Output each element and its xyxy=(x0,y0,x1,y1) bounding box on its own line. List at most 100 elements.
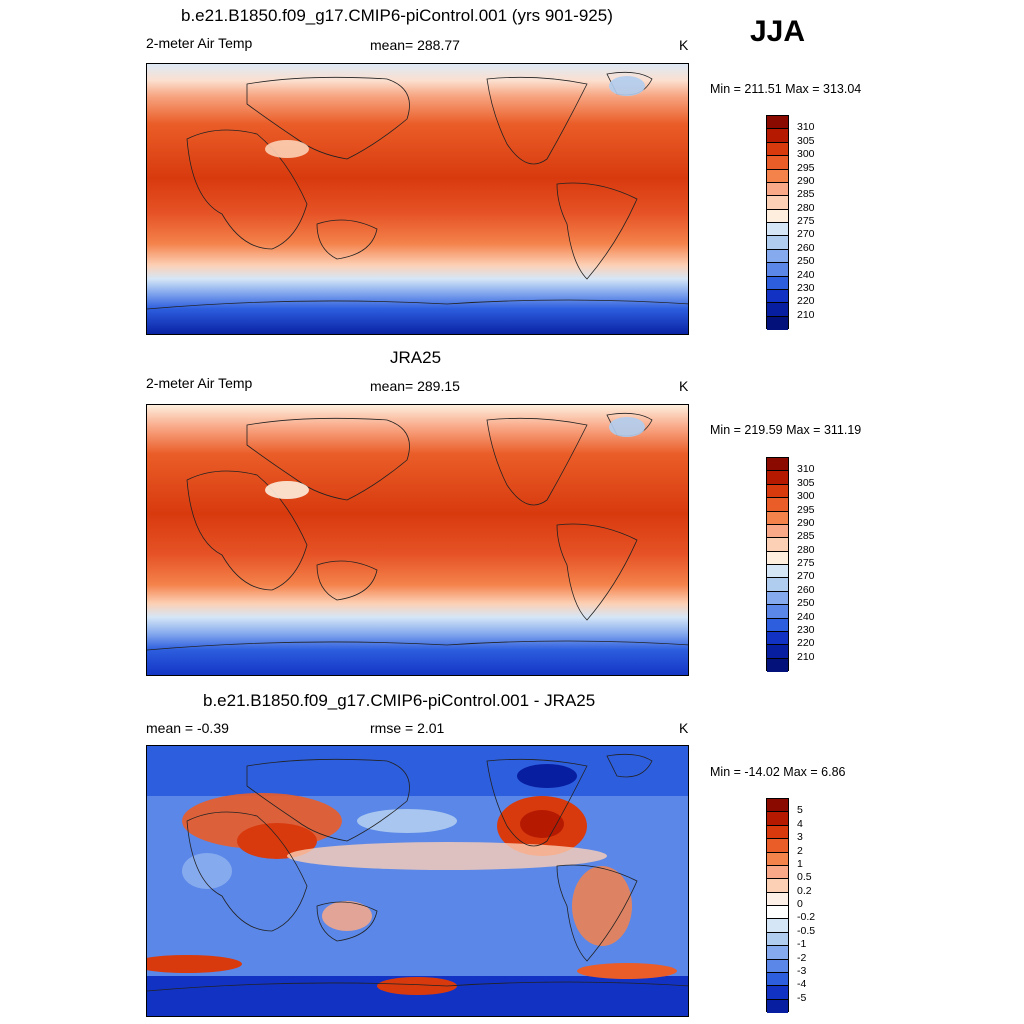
panel3-mean-label: mean = -0.39 xyxy=(146,720,229,736)
colorbar-tick-label: 4 xyxy=(797,817,803,830)
colorbar-tick-label: 230 xyxy=(797,623,815,636)
colorbar-swatch xyxy=(767,565,788,579)
greenland-cold-spot xyxy=(609,76,645,96)
colorbar-tick-label: -4 xyxy=(797,978,807,991)
colorbar-tick-label: 260 xyxy=(797,583,815,596)
panel2-units-label: K xyxy=(679,378,689,394)
colorbar-swatch xyxy=(767,959,788,973)
colorbar-swatch xyxy=(767,276,788,290)
colorbar-tick-label: 300 xyxy=(797,490,815,503)
panel2-minmax-label: Min = 219.59 Max = 311.19 xyxy=(710,423,862,437)
colorbar-swatch xyxy=(767,116,788,130)
colorbar-tick-label: 310 xyxy=(797,463,815,476)
colorbar-swatch xyxy=(767,236,788,250)
colorbar-swatch xyxy=(767,316,788,330)
panel1-units-label: K xyxy=(679,37,689,53)
panel3-units-label: K xyxy=(679,720,689,736)
colorbar-tick-label: 210 xyxy=(797,308,815,321)
colorbar-tick-label: -3 xyxy=(797,964,807,977)
colorbar-tick-label: 305 xyxy=(797,134,815,147)
greenland-cold-spot xyxy=(609,417,645,437)
season-label: JJA xyxy=(750,15,806,48)
colorbar-tick-label: 210 xyxy=(797,650,815,663)
colorbar-swatch xyxy=(767,839,788,853)
land-outlines xyxy=(147,753,688,992)
colorbar-swatch xyxy=(767,142,788,157)
colorbar-tick-label: 240 xyxy=(797,610,815,623)
colorbar-swatch xyxy=(767,946,788,960)
colorbar-tick-label: 2 xyxy=(797,844,803,857)
panel2-mean-label: mean= 289.15 xyxy=(370,378,460,394)
colorbar-swatch xyxy=(767,812,788,826)
colorbar-tick-label: 285 xyxy=(797,530,815,543)
colorbar-swatch xyxy=(767,458,788,472)
colorbar-swatch xyxy=(767,196,788,210)
colorbar-tick-label: -1 xyxy=(797,938,807,951)
panel3-minmax-label: Min = -14.02 Max = 6.86 xyxy=(710,765,846,779)
colorbar-swatch xyxy=(767,631,788,646)
colorbar-tick-label: 305 xyxy=(797,476,815,489)
colorbar-swatch xyxy=(767,906,788,920)
colorbar-tick-label: 0.5 xyxy=(797,871,812,884)
land-outlines xyxy=(147,412,688,651)
panel1-minmax-label: Min = 211.51 Max = 313.04 xyxy=(710,82,862,96)
panel1-variable-label: 2-meter Air Temp xyxy=(146,35,253,51)
colorbar-swatch xyxy=(767,892,788,906)
colorbar-tick-label: 230 xyxy=(797,281,815,294)
panel3-difference-map xyxy=(146,745,689,1017)
colorbar-tick-label: 275 xyxy=(797,215,815,227)
colorbar-tick-label: -2 xyxy=(797,951,807,964)
tibet-cold-spot xyxy=(265,140,309,158)
colorbar-swatch xyxy=(767,825,788,840)
colorbar-tick-label: 310 xyxy=(797,121,815,134)
panel2-reanalysis-map xyxy=(146,404,689,676)
colorbar-swatch xyxy=(767,223,788,237)
colorbar-swatch xyxy=(767,263,788,277)
colorbar-swatch xyxy=(767,986,788,1000)
colorbar-swatch xyxy=(767,484,788,499)
colorbar-swatch xyxy=(767,879,788,893)
colorbar-swatch xyxy=(767,972,788,987)
colorbar-swatch xyxy=(767,551,788,565)
colorbar-swatch xyxy=(767,169,788,183)
colorbar-swatch xyxy=(767,852,788,866)
colorbar-swatch xyxy=(767,498,788,512)
colorbar-tick-label: 270 xyxy=(797,228,815,241)
difference-anomalies xyxy=(147,764,677,995)
colorbar-swatch xyxy=(767,865,788,880)
land-outlines xyxy=(147,71,688,310)
colorbar-swatch xyxy=(767,932,788,947)
colorbar-swatch xyxy=(767,645,788,659)
colorbar-swatch xyxy=(767,618,788,632)
colorbar-tick-label: 285 xyxy=(797,188,815,201)
colorbar-tick-label: 250 xyxy=(797,255,815,268)
colorbar-tick-label: 290 xyxy=(797,516,815,529)
panel2-title: JRA25 xyxy=(390,348,442,367)
colorbar-tick-label: 275 xyxy=(797,557,815,569)
colorbar-swatch xyxy=(767,209,788,223)
panel1-title: b.e21.B1850.f09_g17.CMIP6-piControl.001 … xyxy=(181,6,613,25)
colorbar-tick-label: 260 xyxy=(797,241,815,254)
colorbar-tick-label: 290 xyxy=(797,174,815,187)
colorbar-tick-label: 280 xyxy=(797,543,815,556)
panel1-colorbar xyxy=(766,115,789,330)
colorbar-swatch xyxy=(767,182,788,197)
colorbar-swatch xyxy=(767,578,788,592)
panel3-rmse-label: rmse = 2.01 xyxy=(370,720,445,736)
colorbar-swatch xyxy=(767,156,788,170)
colorbar-tick-label: 220 xyxy=(797,295,815,308)
colorbar-swatch xyxy=(767,249,788,264)
colorbar-swatch xyxy=(767,591,788,606)
panel2-colorbar xyxy=(766,457,789,672)
colorbar-tick-label: 270 xyxy=(797,570,815,583)
colorbar-swatch xyxy=(767,511,788,525)
colorbar-swatch xyxy=(767,605,788,619)
panel2-variable-label: 2-meter Air Temp xyxy=(146,375,253,391)
colorbar-swatch xyxy=(767,471,788,485)
colorbar-tick-label: 1 xyxy=(797,857,803,870)
colorbar-tick-label: 5 xyxy=(797,804,803,817)
panel3-colorbar xyxy=(766,798,789,1013)
colorbar-swatch xyxy=(767,289,788,304)
colorbar-swatch xyxy=(767,658,788,672)
colorbar-tick-label: 0.2 xyxy=(797,884,812,897)
